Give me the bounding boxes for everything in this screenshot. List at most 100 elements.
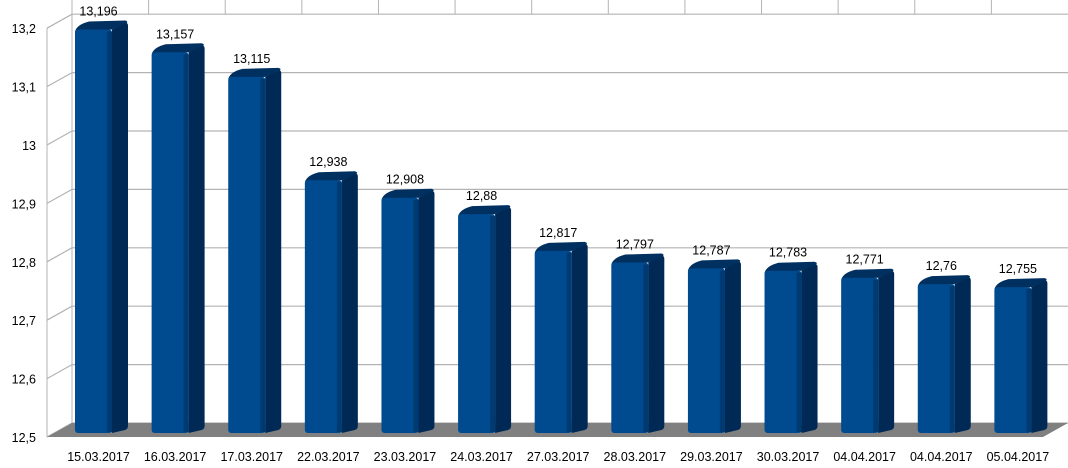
- bar: [75, 20, 128, 433]
- y-tick-label: 13,1: [12, 81, 36, 95]
- gridline-side: [46, 364, 73, 380]
- bar-front: [304, 180, 342, 433]
- bar-front-shade: [107, 31, 112, 432]
- y-tick-label: 12,9: [12, 197, 36, 211]
- bar-side: [801, 263, 818, 433]
- data-label: 12,76: [926, 259, 957, 273]
- x-tick-label: 16.03.2017: [144, 450, 207, 464]
- bar-side: [188, 45, 205, 433]
- bar-side: [495, 207, 512, 433]
- bar-front: [228, 76, 266, 433]
- bar-front: [381, 197, 419, 433]
- bar-front-shade: [336, 182, 342, 432]
- x-tick-label: 17.03.2017: [220, 450, 283, 464]
- bar-front-shade: [183, 54, 189, 432]
- x-tick-label: 28.03.2017: [604, 450, 667, 464]
- bar-side: [648, 255, 665, 433]
- bar-side: [265, 69, 282, 433]
- y-tick-label: 12,6: [12, 373, 36, 387]
- bar-front: [764, 270, 802, 433]
- bar-front-shade: [796, 272, 802, 432]
- x-tick-label: 04.04.2017: [910, 450, 973, 464]
- bar-top: [994, 278, 1047, 290]
- x-tick-label: 04.04.2017: [833, 450, 896, 464]
- bar-front-shade: [566, 252, 572, 432]
- bar-front-shade: [873, 279, 879, 432]
- bar-top: [304, 171, 358, 183]
- bar-top: [764, 261, 817, 273]
- y-tick-label: 13,2: [12, 22, 36, 36]
- bar-side: [341, 173, 358, 433]
- x-tick-label: 29.03.2017: [680, 450, 743, 464]
- bar-front-shade: [949, 286, 955, 432]
- data-label: 12,938: [309, 155, 347, 169]
- gridline-side: [46, 305, 73, 321]
- gridline-side: [46, 130, 73, 146]
- data-label: 12,771: [846, 253, 884, 267]
- bar-front: [841, 277, 879, 433]
- bar: [381, 188, 435, 433]
- bar-front-shade: [260, 78, 266, 432]
- y-tick-label: 12,7: [12, 314, 36, 328]
- data-label: 12,787: [692, 243, 730, 257]
- bar-front: [994, 287, 1032, 433]
- bar-front-shade: [490, 216, 496, 432]
- bar-top: [534, 241, 587, 253]
- bar: [458, 205, 512, 433]
- x-tick-label: 30.03.2017: [757, 450, 820, 464]
- gridline-side: [46, 188, 73, 204]
- x-tick-label: 27.03.2017: [527, 450, 590, 464]
- x-tick-label: 05.04.2017: [987, 450, 1050, 464]
- bar-front-shade: [1026, 289, 1032, 432]
- data-label: 12,755: [999, 262, 1037, 276]
- data-label: 13,157: [156, 27, 194, 41]
- data-label: 13,115: [233, 52, 270, 66]
- bar-top: [75, 20, 128, 32]
- bar-front: [534, 250, 572, 433]
- data-label: 12,783: [769, 246, 807, 260]
- bar-top: [151, 43, 204, 55]
- bar: [994, 278, 1048, 433]
- bar: [151, 43, 205, 433]
- bar-front: [151, 52, 189, 433]
- data-label: 12,908: [386, 173, 424, 187]
- bar-front-shade: [413, 199, 419, 432]
- bar: [841, 268, 895, 433]
- bar-side: [878, 270, 895, 433]
- bar-top: [458, 205, 511, 217]
- bar-side: [112, 22, 128, 433]
- bar-side: [571, 243, 588, 433]
- gridline-side: [46, 247, 73, 263]
- x-tick-label: 22.03.2017: [297, 450, 360, 464]
- bar-front: [917, 284, 955, 433]
- bar-top: [687, 259, 741, 271]
- data-label: 13,196: [79, 5, 117, 19]
- bar-front-shade: [719, 270, 725, 432]
- bar: [764, 261, 818, 433]
- bar: [304, 171, 358, 433]
- bar-front-shade: [643, 264, 649, 432]
- bar-front: [75, 29, 112, 433]
- bar-top: [917, 275, 971, 287]
- y-tick-label: 13: [22, 139, 36, 153]
- bar-front: [458, 214, 496, 433]
- bar-top: [228, 67, 281, 79]
- bar-front: [611, 262, 649, 433]
- y-tick-label: 12,5: [12, 431, 36, 445]
- bar: [534, 241, 588, 433]
- bar-side: [954, 277, 971, 433]
- gridline-side: [46, 72, 73, 88]
- gridline-side: [46, 13, 73, 29]
- x-tick-label: 24.03.2017: [450, 450, 513, 464]
- bar: [687, 259, 741, 433]
- bar: [917, 275, 971, 433]
- bar-front: [687, 268, 725, 433]
- x-tick-label: 23.03.2017: [374, 450, 437, 464]
- bar-top: [841, 268, 894, 280]
- data-label: 12,797: [616, 238, 654, 252]
- bar-top: [611, 253, 664, 265]
- bar: [611, 253, 665, 433]
- x-tick-label: 15.03.2017: [67, 450, 130, 464]
- bar-top: [381, 188, 434, 200]
